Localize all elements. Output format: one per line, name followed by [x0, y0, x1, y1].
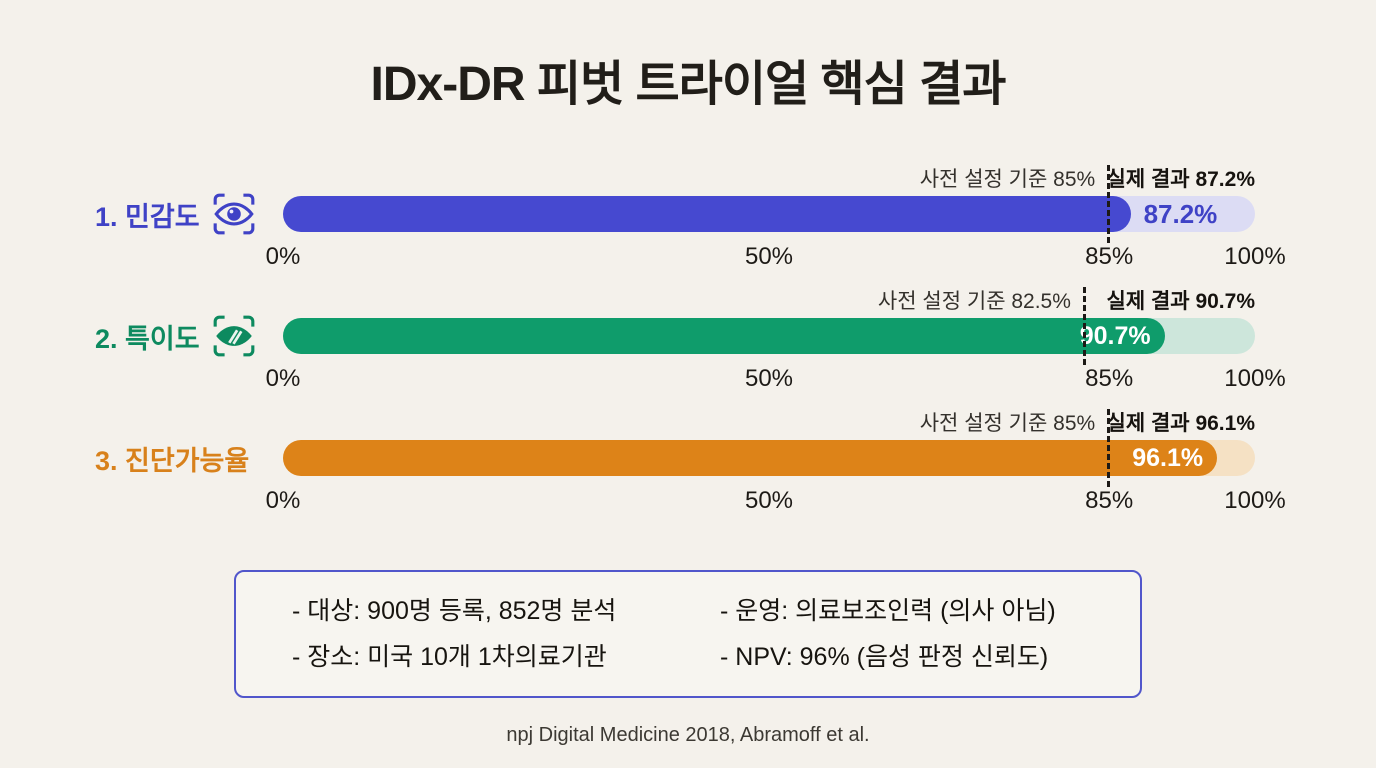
- axis-tick: 85%: [1085, 243, 1134, 270]
- row-label-diagnosability: 3. 진단가능율: [95, 440, 281, 476]
- x-axis-ticks: 0% 50% 85% 100%: [266, 487, 1286, 515]
- axis-tick: 50%: [744, 243, 794, 270]
- row-label-text: 3. 진단가능율: [95, 445, 250, 476]
- axis-tick: 50%: [744, 365, 794, 392]
- page-title: IDx-DR 피벗 트라이얼 핵심 결과: [370, 58, 1007, 111]
- target-dashed-line: [1107, 165, 1111, 243]
- row-label-text: 1. 민감도: [95, 201, 200, 232]
- bar-track: [283, 196, 1255, 232]
- bar-zone-sensitivity: 사전 설정 기준 85% 실제 결과 87.2% 87.2% 0% 50% 85…: [266, 160, 1286, 272]
- axis-tick: 100%: [1224, 365, 1286, 392]
- axis-tick: 0%: [265, 243, 301, 270]
- info-item-sites: - 장소: 미국 10개 1차의료기관: [292, 643, 607, 671]
- row-sensitivity: 1. 민감도 사전 설정 기준 85% 실제 결과 87.2% 87.2% 0%…: [0, 160, 1376, 272]
- bar-zone-specificity: 사전 설정 기준 82.5% 실제 결과 90.7% 90.7% 0% 50% …: [266, 282, 1286, 394]
- bar-fill: 96.1%: [283, 440, 1218, 476]
- bar-fill: [283, 196, 1131, 232]
- criterion-label: 사전 설정 기준 82.5%: [877, 290, 1071, 313]
- bar-value-label: 90.7%: [1079, 321, 1151, 350]
- axis-tick: 50%: [744, 487, 794, 514]
- bar-track: 96.1%: [283, 440, 1255, 476]
- eye-scan-leaf-icon: [211, 313, 257, 359]
- axis-tick: 0%: [265, 365, 301, 392]
- bar-value-label: 87.2%: [1143, 199, 1218, 229]
- row-diagnosability: 3. 진단가능율 사전 설정 기준 85% 실제 결과 96.1% 96.1% …: [0, 404, 1376, 516]
- axis-tick: 0%: [265, 487, 301, 514]
- bar-fill: 90.7%: [283, 318, 1165, 354]
- bar-zone-diagnosability: 사전 설정 기준 85% 실제 결과 96.1% 96.1% 0% 50% 85…: [266, 404, 1286, 516]
- info-item-operators: - 운영: 의료보조인력 (의사 아님): [720, 597, 1056, 625]
- target-dashed-line: [1082, 287, 1086, 365]
- criterion-label: 사전 설정 기준 85%: [919, 412, 1096, 435]
- bar-value-label: 96.1%: [1132, 443, 1204, 472]
- target-dashed-line: [1107, 409, 1111, 487]
- row-specificity: 2. 특이도 사전 설정 기준 82.5% 실제 결과 90.7% 90.7% …: [0, 282, 1376, 394]
- info-item-npv: - NPV: 96% (음성 판정 신뢰도): [720, 643, 1049, 671]
- x-axis-ticks: 0% 50% 85% 100%: [266, 243, 1286, 271]
- result-label: 실제 결과 90.7%: [1106, 290, 1256, 313]
- row-label-specificity: 2. 특이도: [95, 315, 281, 357]
- row-label-sensitivity: 1. 민감도: [95, 193, 281, 235]
- eye-scan-icon: [211, 191, 257, 237]
- result-label: 실제 결과 87.2%: [1106, 168, 1256, 191]
- axis-tick: 100%: [1224, 243, 1286, 270]
- axis-tick: 85%: [1085, 365, 1134, 392]
- source-citation: npj Digital Medicine 2018, Abramoff et a…: [506, 724, 870, 746]
- x-axis-ticks: 0% 50% 85% 100%: [266, 365, 1286, 393]
- criterion-label: 사전 설정 기준 85%: [919, 168, 1096, 191]
- row-label-text: 2. 특이도: [95, 323, 200, 354]
- bar-track: 90.7%: [283, 318, 1255, 354]
- axis-tick: 85%: [1085, 487, 1134, 514]
- info-box: - 대상: 900명 등록, 852명 분석 - 운영: 의료보조인력 (의사 …: [234, 570, 1142, 698]
- result-label: 실제 결과 96.1%: [1106, 412, 1256, 435]
- axis-tick: 100%: [1224, 487, 1286, 514]
- info-item-subjects: - 대상: 900명 등록, 852명 분석: [292, 597, 617, 625]
